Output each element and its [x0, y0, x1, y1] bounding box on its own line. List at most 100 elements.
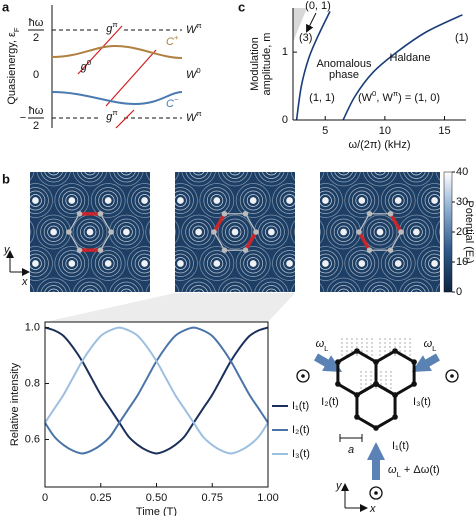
contour [294, 172, 295, 173]
halo [404, 350, 406, 352]
contour [265, 288, 277, 292]
contour [153, 160, 172, 179]
contour [385, 314, 411, 340]
contour [277, 314, 303, 340]
x-tick-label: 15 [438, 125, 450, 137]
contour [84, 172, 96, 176]
halo [360, 379, 362, 381]
contour [98, 190, 119, 211]
contour [109, 277, 144, 292]
halo [366, 346, 368, 348]
contour [113, 172, 140, 183]
panel-label: c [238, 0, 245, 14]
text-part: ω [316, 338, 325, 350]
contour [249, 260, 257, 267]
contour [305, 166, 311, 172]
contour [30, 220, 35, 244]
contour [239, 250, 267, 277]
text-part: C [166, 98, 174, 110]
halo [341, 342, 343, 344]
halo [365, 383, 367, 385]
contour [249, 197, 257, 204]
contour [304, 292, 310, 298]
contour [156, 226, 168, 238]
lattice-site [366, 247, 373, 253]
contour [104, 197, 112, 204]
contour [171, 128, 190, 147]
out-of-plane-symbol [301, 374, 305, 378]
contour [175, 253, 191, 274]
contour [340, 228, 347, 236]
contour [268, 166, 274, 172]
contour [286, 324, 292, 330]
modulated-bond [357, 231, 372, 252]
fraction-den: 2 [33, 120, 39, 132]
contour [461, 317, 474, 336]
contour [175, 246, 198, 281]
halo [409, 354, 411, 356]
contour [298, 223, 317, 242]
region-label: (1, 1) [309, 92, 335, 104]
halo [361, 346, 363, 348]
contour [421, 187, 440, 214]
contour [105, 324, 111, 330]
annotation-arrow [306, 12, 317, 33]
contour [320, 291, 321, 292]
contour [203, 187, 231, 214]
contour [213, 260, 221, 267]
contour [322, 197, 329, 204]
halo [351, 350, 353, 352]
contour [8, 286, 27, 305]
contour [171, 128, 190, 147]
contour [388, 190, 409, 211]
y-axis-label: amplitude, m [261, 33, 273, 96]
contour [320, 253, 336, 274]
edge-band [105, 49, 157, 107]
contour [358, 260, 366, 267]
lattice-site [335, 381, 341, 387]
halo [380, 383, 382, 385]
contour [424, 253, 440, 274]
frame [44, 321, 269, 488]
contour [84, 288, 96, 292]
contour [280, 317, 299, 336]
contour [127, 246, 150, 281]
contour [319, 321, 331, 333]
contour [240, 125, 266, 151]
label: Wπ [186, 109, 202, 124]
contour [131, 187, 150, 214]
contour [391, 257, 405, 270]
contour [231, 228, 239, 236]
contour [0, 195, 5, 207]
halo [409, 346, 411, 348]
contour [280, 128, 299, 147]
contour [214, 324, 220, 330]
text-part: C [166, 36, 174, 48]
contour [204, 125, 230, 151]
contour [196, 166, 202, 172]
halo [394, 342, 396, 344]
contour [36, 277, 71, 292]
contour [149, 172, 150, 173]
contour [50, 228, 57, 236]
text-part: W [186, 69, 198, 81]
x-tick-label: 0.25 [90, 492, 111, 504]
lattice-site [411, 359, 417, 365]
contour [66, 132, 78, 144]
contour [0, 310, 16, 344]
contour [90, 246, 126, 281]
contour [229, 172, 241, 176]
contour [132, 125, 158, 151]
bond [244, 213, 257, 233]
contour [217, 172, 253, 187]
contour [287, 135, 293, 141]
contour [283, 132, 295, 144]
contour [356, 321, 368, 333]
contour [113, 281, 140, 292]
contour [120, 172, 132, 176]
halo [384, 338, 386, 340]
contour [366, 172, 394, 183]
contour [320, 246, 343, 281]
contour [425, 317, 444, 336]
contour [424, 190, 440, 211]
